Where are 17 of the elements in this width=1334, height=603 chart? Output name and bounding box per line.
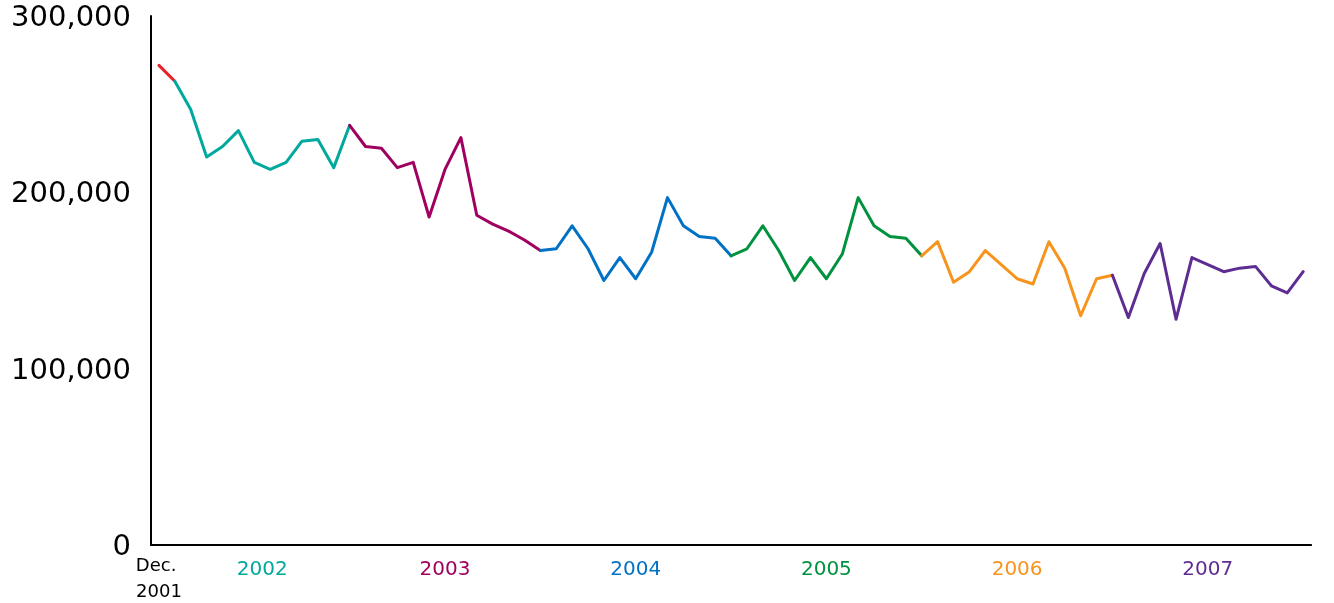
line-series — [348, 123, 542, 253]
text: 2002 — [236, 556, 288, 580]
line-series — [729, 196, 924, 282]
text: 2007 — [1182, 556, 1234, 580]
y-tick-label: 100,000 — [11, 351, 131, 386]
y-tick-label: 200,000 — [11, 175, 131, 210]
text: 2005 — [800, 556, 852, 580]
line-series — [1110, 241, 1305, 321]
x-tick-label: Dec. 2001 — [135, 553, 183, 601]
text: 2004 — [610, 556, 662, 580]
y-tick-label: 0 — [112, 528, 131, 562]
y-tick-label: 300,000 — [11, 0, 131, 33]
line-series — [920, 240, 1114, 318]
line-series — [173, 79, 352, 171]
text: 2006 — [991, 556, 1043, 580]
line-series — [538, 196, 733, 282]
text: 2003 — [419, 556, 471, 580]
